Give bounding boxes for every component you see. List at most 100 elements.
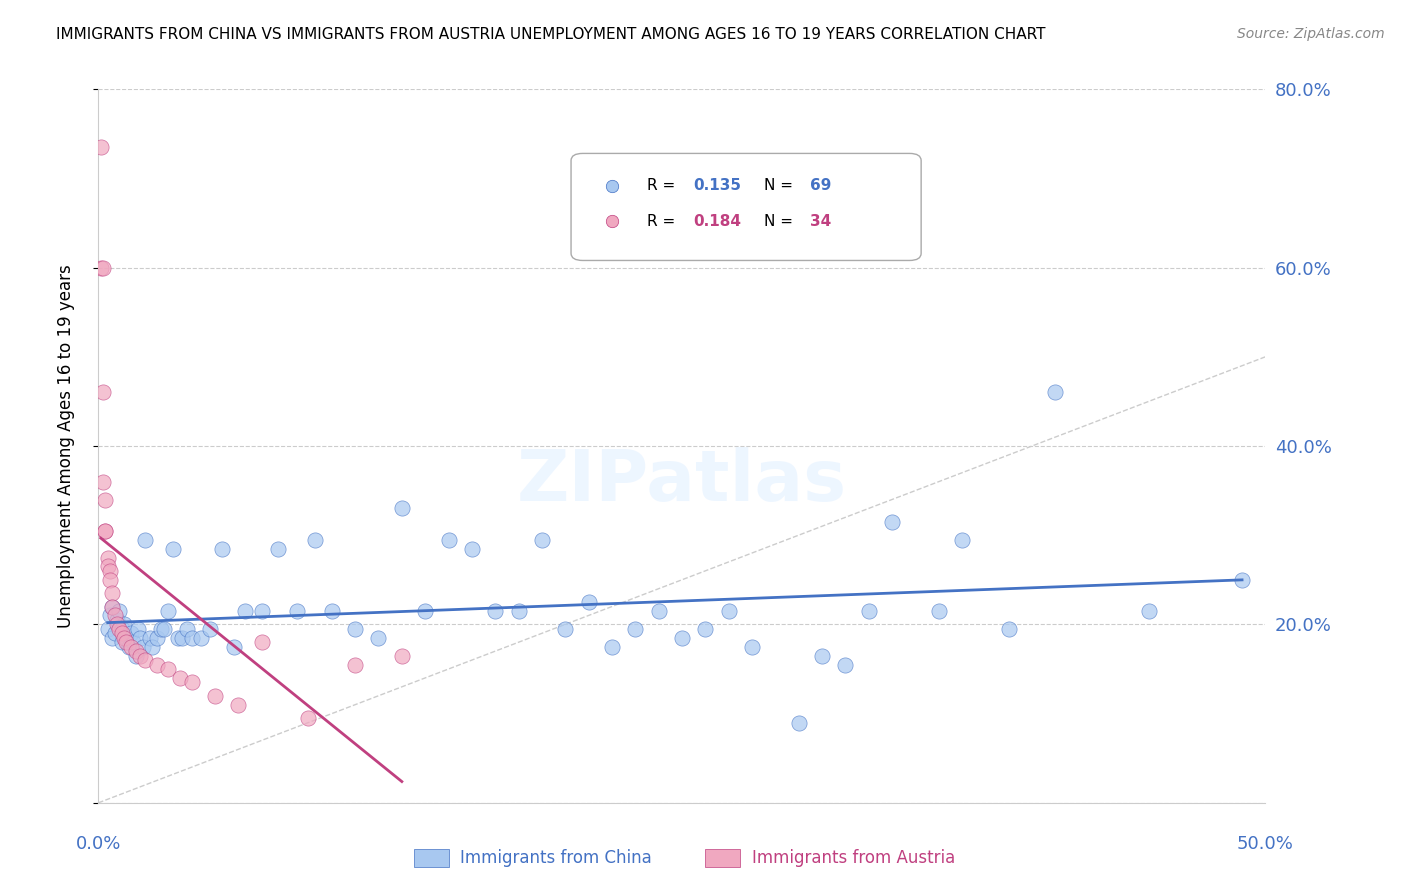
Point (125, 644, 148, 658)
Point (112, 631, 135, 645)
Point (115, 635, 138, 649)
Point (112, 617, 135, 632)
Point (98, 573, 121, 587)
Text: IMMIGRANTS FROM CHINA VS IMMIGRANTS FROM AUSTRIA UNEMPLOYMENT AMONG AGES 16 TO 1: IMMIGRANTS FROM CHINA VS IMMIGRANTS FROM… (56, 27, 1046, 42)
Point (834, 657, 856, 672)
Point (127, 622, 149, 636)
Point (1045, 385, 1067, 400)
Point (530, 533, 553, 547)
Point (120, 626, 142, 640)
Point (647, 604, 669, 618)
Point (134, 533, 156, 547)
Text: 0.135: 0.135 (693, 178, 741, 193)
Point (146, 657, 169, 672)
Point (115, 631, 138, 645)
Point (1137, 604, 1160, 618)
Point (101, 631, 124, 645)
Point (105, 617, 128, 632)
Point (554, 622, 576, 636)
Point (111, 622, 134, 636)
Text: 69: 69 (810, 178, 832, 193)
Text: 0.184: 0.184 (693, 214, 741, 228)
Point (437, 533, 460, 547)
Point (157, 662, 180, 676)
Point (104, 626, 127, 640)
Point (950, 533, 973, 547)
Point (108, 604, 131, 618)
Point (101, 586, 124, 600)
Point (508, 604, 530, 618)
Point (222, 640, 245, 654)
Point (880, 515, 903, 529)
Point (132, 640, 155, 654)
Point (741, 640, 763, 654)
FancyBboxPatch shape (571, 153, 921, 260)
Point (97, 559, 120, 574)
Point (413, 604, 436, 618)
Point (1114, 24, 1136, 38)
Point (94, 524, 117, 538)
Point (180, 675, 202, 690)
Point (91, 385, 114, 400)
Point (111, 626, 134, 640)
Text: R =: R = (647, 214, 681, 228)
Point (787, 715, 810, 730)
Point (101, 599, 124, 614)
Point (321, 604, 343, 618)
Point (172, 631, 194, 645)
Point (267, 541, 290, 556)
Point (139, 631, 162, 645)
Point (285, 604, 308, 618)
Text: ZIPatlas: ZIPatlas (517, 447, 846, 516)
Point (250, 635, 273, 649)
Point (624, 622, 647, 636)
Point (141, 640, 163, 654)
Point (1114, 69, 1136, 83)
Point (111, 635, 134, 649)
Point (98, 564, 121, 578)
Point (169, 671, 191, 685)
Point (150, 622, 173, 636)
Point (134, 653, 156, 667)
Point (180, 631, 202, 645)
Point (391, 501, 413, 516)
Point (120, 640, 142, 654)
Point (162, 541, 184, 556)
Point (146, 631, 169, 645)
Text: 0.0%: 0.0% (76, 835, 121, 853)
Point (90, 140, 112, 154)
Point (97, 550, 120, 565)
Point (125, 648, 148, 663)
Text: N =: N = (763, 214, 797, 228)
Point (176, 622, 198, 636)
Point (166, 631, 188, 645)
Point (250, 604, 273, 618)
Point (297, 711, 319, 725)
Point (484, 604, 506, 618)
Point (367, 631, 389, 645)
Point (1230, 573, 1253, 587)
Text: Immigrants from Austria: Immigrants from Austria (752, 849, 955, 867)
Point (94, 492, 117, 507)
Point (152, 622, 174, 636)
Point (578, 595, 600, 609)
Point (94, 524, 117, 538)
Text: Source: ZipAtlas.com: Source: ZipAtlas.com (1237, 27, 1385, 41)
Point (91, 260, 114, 275)
Point (344, 622, 367, 636)
Point (391, 648, 413, 663)
Point (122, 635, 145, 649)
Bar (413, 849, 449, 867)
Bar (706, 849, 741, 867)
Point (858, 604, 880, 618)
Text: Immigrants from China: Immigrants from China (460, 849, 652, 867)
Point (97, 622, 120, 636)
Point (200, 622, 222, 636)
Text: 50.0%: 50.0% (1237, 835, 1294, 853)
Point (101, 599, 124, 614)
Point (105, 613, 128, 627)
Point (129, 631, 152, 645)
Point (129, 648, 152, 663)
Point (695, 622, 717, 636)
Text: R =: R = (647, 178, 681, 193)
